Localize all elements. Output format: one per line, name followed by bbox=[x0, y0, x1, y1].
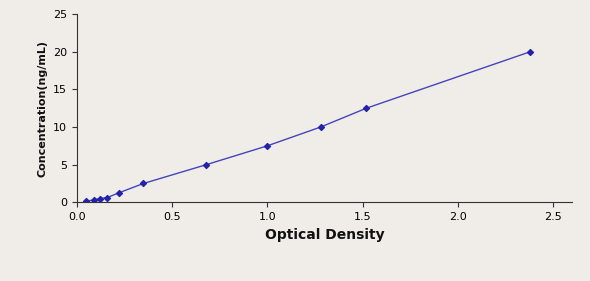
Y-axis label: Concentration(ng/mL): Concentration(ng/mL) bbox=[37, 40, 47, 177]
Point bbox=[81, 199, 91, 203]
X-axis label: Optical Density: Optical Density bbox=[265, 228, 384, 242]
Point bbox=[316, 125, 326, 129]
Point bbox=[114, 191, 123, 195]
Point bbox=[95, 196, 104, 201]
Point bbox=[139, 181, 148, 186]
Point bbox=[526, 49, 535, 54]
Point bbox=[103, 195, 112, 200]
Point bbox=[202, 162, 211, 167]
Point bbox=[263, 144, 272, 148]
Point bbox=[89, 198, 99, 202]
Point bbox=[362, 106, 371, 110]
